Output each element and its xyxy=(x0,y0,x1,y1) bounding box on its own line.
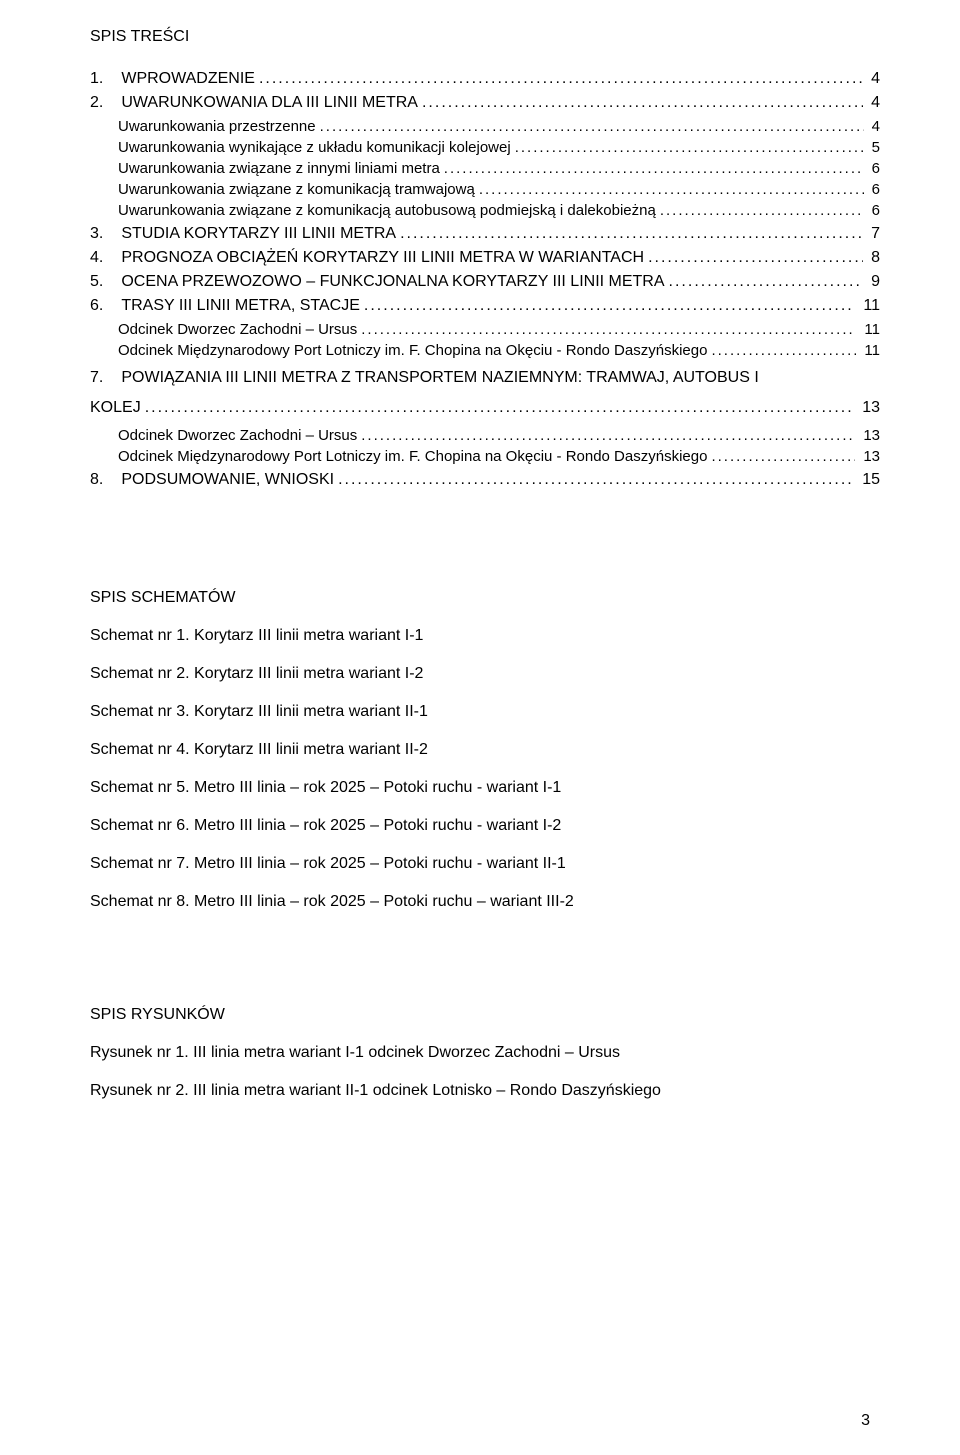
toc-entry-label: TRASY III LINII METRA, STACJE xyxy=(121,297,360,315)
toc-entry-page: 4 xyxy=(868,118,880,135)
toc-entry-label: Odcinek Międzynarodowy Port Lotniczy im.… xyxy=(118,342,707,359)
toc-entry-level1: 1.WPROWADZENIE 4 xyxy=(90,70,880,88)
rysunek-line: Rysunek nr 1. III linia metra wariant I-… xyxy=(90,1044,880,1062)
toc-entry-label: Odcinek Dworzec Zachodni – Ursus xyxy=(118,321,357,338)
toc-entry-label: OCENA PRZEWOZOWO – FUNKCJONALNA KORYTARZ… xyxy=(121,273,664,291)
toc-leader-dots xyxy=(338,471,854,489)
toc-entry-page: 6 xyxy=(868,181,880,198)
toc-entry-label: Uwarunkowania związane z innymi liniami … xyxy=(118,160,440,177)
schemat-line: Schemat nr 2. Korytarz III linii metra w… xyxy=(90,665,880,683)
toc-entry-level1: 6.TRASY III LINII METRA, STACJE 11 xyxy=(90,297,880,315)
schemat-line: Schemat nr 7. Metro III linia – rok 2025… xyxy=(90,855,880,873)
toc-entry-label: Odcinek Dworzec Zachodni – Ursus xyxy=(118,427,357,444)
toc-entry-level2: Odcinek Dworzec Zachodni – Ursus 11 xyxy=(118,321,880,338)
toc-entry-number: 3. xyxy=(90,225,121,243)
toc-leader-dots xyxy=(515,139,864,156)
document-page: SPIS TREŚCI 1.WPROWADZENIE42.UWARUNKOWAN… xyxy=(0,0,960,1455)
toc-entry-number: 1. xyxy=(90,70,121,88)
toc-leader-dots xyxy=(145,399,855,417)
toc-entry-level1: 5.OCENA PRZEWOZOWO – FUNKCJONALNA KORYTA… xyxy=(90,273,880,291)
schemat-line: Schemat nr 1. Korytarz III linii metra w… xyxy=(90,627,880,645)
rysunki-heading: SPIS RYSUNKÓW xyxy=(90,1006,880,1024)
toc-entry-label: Uwarunkowania wynikające z układu komuni… xyxy=(118,139,511,156)
table-of-contents: 1.WPROWADZENIE42.UWARUNKOWANIA DLA III L… xyxy=(90,70,880,489)
schematy-heading: SPIS SCHEMATÓW xyxy=(90,589,880,607)
toc-entry-page: 9 xyxy=(867,273,880,291)
toc-entry-page: 13 xyxy=(859,427,880,444)
toc-leader-dots xyxy=(711,448,855,465)
schemat-line: Schemat nr 3. Korytarz III linii metra w… xyxy=(90,703,880,721)
toc-heading: SPIS TREŚCI xyxy=(90,28,880,46)
toc-leader-dots xyxy=(422,94,863,112)
toc-entry-number: 4. xyxy=(90,249,121,267)
schemat-line: Schemat nr 5. Metro III linia – rok 2025… xyxy=(90,779,880,797)
page-number: 3 xyxy=(861,1412,870,1430)
toc-entry-page: 4 xyxy=(867,94,880,112)
toc-leader-dots xyxy=(711,342,856,359)
schemat-line: Schemat nr 8. Metro III linia – rok 2025… xyxy=(90,893,880,911)
toc-entry-number: 5. xyxy=(90,273,121,291)
toc-entry-number: 6. xyxy=(90,297,121,315)
toc-leader-dots xyxy=(364,297,855,315)
toc-entry-page: 13 xyxy=(858,399,880,417)
toc-entry-label: STUDIA KORYTARZY III LINII METRA xyxy=(121,225,396,243)
toc-entry-label: WPROWADZENIE xyxy=(121,70,255,88)
toc-entry-level1: 8.PODSUMOWANIE, WNIOSKI 15 xyxy=(90,471,880,489)
toc-leader-dots xyxy=(259,70,863,88)
toc-entry-page: 11 xyxy=(860,342,880,359)
toc-entry-label: Uwarunkowania przestrzenne xyxy=(118,118,316,135)
toc-entry-page: 13 xyxy=(859,448,880,465)
toc-entry-level1: 7.POWIĄZANIA III LINII METRA Z TRANSPORT… xyxy=(90,369,880,387)
toc-entry-level2: Uwarunkowania wynikające z układu komuni… xyxy=(118,139,880,156)
toc-entry-level1: 2.UWARUNKOWANIA DLA III LINII METRA 4 xyxy=(90,94,880,112)
toc-entry-label: UWARUNKOWANIA DLA III LINII METRA xyxy=(121,94,418,112)
toc-entry-label: Uwarunkowania związane z komunikacją aut… xyxy=(118,202,656,219)
toc-entry-label: KOLEJ xyxy=(90,399,141,417)
toc-leader-dots xyxy=(361,321,856,338)
toc-entry-level1-cont: KOLEJ 13 xyxy=(90,399,880,417)
schemat-line: Schemat nr 6. Metro III linia – rok 2025… xyxy=(90,817,880,835)
toc-entry-page: 8 xyxy=(867,249,880,267)
toc-entry-number: 8. xyxy=(90,471,121,489)
toc-leader-dots xyxy=(444,160,864,177)
toc-entry-page: 5 xyxy=(868,139,880,156)
toc-entry-level2: Uwarunkowania przestrzenne 4 xyxy=(118,118,880,135)
schematy-list: Schemat nr 1. Korytarz III linii metra w… xyxy=(90,627,880,911)
toc-entry-level1: 3.STUDIA KORYTARZY III LINII METRA 7 xyxy=(90,225,880,243)
toc-leader-dots xyxy=(669,273,864,291)
rysunki-list: Rysunek nr 1. III linia metra wariant I-… xyxy=(90,1044,880,1100)
toc-leader-dots xyxy=(361,427,855,444)
toc-entry-level2: Odcinek Międzynarodowy Port Lotniczy im.… xyxy=(118,342,880,359)
toc-entry-level2: Odcinek Dworzec Zachodni – Ursus 13 xyxy=(118,427,880,444)
toc-entry-level1: 4.PROGNOZA OBCIĄŻEŃ KORYTARZY III LINII … xyxy=(90,249,880,267)
toc-entry-label: Odcinek Międzynarodowy Port Lotniczy im.… xyxy=(118,448,707,465)
toc-entry-level2: Uwarunkowania związane z komunikacją tra… xyxy=(118,181,880,198)
toc-leader-dots xyxy=(648,249,863,267)
toc-entry-page: 6 xyxy=(868,160,880,177)
schemat-line: Schemat nr 4. Korytarz III linii metra w… xyxy=(90,741,880,759)
toc-entry-level2: Uwarunkowania związane z innymi liniami … xyxy=(118,160,880,177)
toc-entry-page: 11 xyxy=(860,321,880,338)
toc-entry-number: 2. xyxy=(90,94,121,112)
toc-leader-dots xyxy=(400,225,863,243)
toc-entry-page: 6 xyxy=(868,202,880,219)
rysunek-line: Rysunek nr 2. III linia metra wariant II… xyxy=(90,1082,880,1100)
toc-entry-page: 11 xyxy=(859,297,880,315)
toc-leader-dots xyxy=(479,181,864,198)
toc-entry-page: 4 xyxy=(867,70,880,88)
toc-entry-number: 7. xyxy=(90,369,121,387)
toc-entry-level2: Uwarunkowania związane z komunikacją aut… xyxy=(118,202,880,219)
toc-entry-label: POWIĄZANIA III LINII METRA Z TRANSPORTEM… xyxy=(121,369,758,387)
toc-entry-label: PODSUMOWANIE, WNIOSKI xyxy=(121,471,334,489)
toc-entry-page: 7 xyxy=(867,225,880,243)
toc-entry-label: PROGNOZA OBCIĄŻEŃ KORYTARZY III LINII ME… xyxy=(121,249,644,267)
toc-entry-label: Uwarunkowania związane z komunikacją tra… xyxy=(118,181,475,198)
toc-leader-dots xyxy=(320,118,864,135)
toc-leader-dots xyxy=(660,202,864,219)
toc-entry-page: 15 xyxy=(858,471,880,489)
toc-entry-level2: Odcinek Międzynarodowy Port Lotniczy im.… xyxy=(118,448,880,465)
